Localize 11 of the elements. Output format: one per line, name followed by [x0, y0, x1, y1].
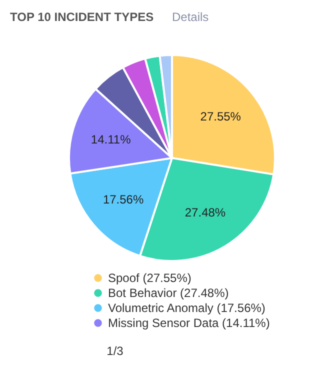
- legend-label: Volumetric Anomaly (17.56%): [108, 301, 266, 315]
- text: Details: [172, 10, 209, 24]
- chart-title: TOP 10 INCIDENT TYPES: [10, 10, 154, 24]
- data-label: 27.48%: [184, 206, 226, 220]
- legend-label: Missing Sensor Data (14.11%): [108, 316, 270, 330]
- data-label: 27.55%: [200, 110, 242, 124]
- legend-label: Bot Behavior (27.48%): [108, 286, 229, 300]
- text: 1/3: [106, 344, 124, 358]
- data-label: 14.11%: [90, 132, 132, 147]
- data-label: 17.56%: [102, 192, 144, 206]
- legend-label: Spoof (27.55%): [108, 271, 192, 285]
